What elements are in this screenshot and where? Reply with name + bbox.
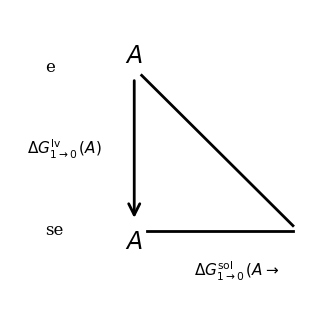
Text: se: se [45,222,63,239]
Text: e: e [45,60,55,76]
Text: $A$: $A$ [125,45,143,68]
Text: $\Delta G^{\rm sol}_{1\to 0}\,(A \to$: $\Delta G^{\rm sol}_{1\to 0}\,(A \to$ [194,260,279,284]
Text: $\Delta G^{\rm lv}_{1\to 0}\,(A)$: $\Delta G^{\rm lv}_{1\to 0}\,(A)$ [27,138,102,161]
Text: $A$: $A$ [125,231,143,253]
